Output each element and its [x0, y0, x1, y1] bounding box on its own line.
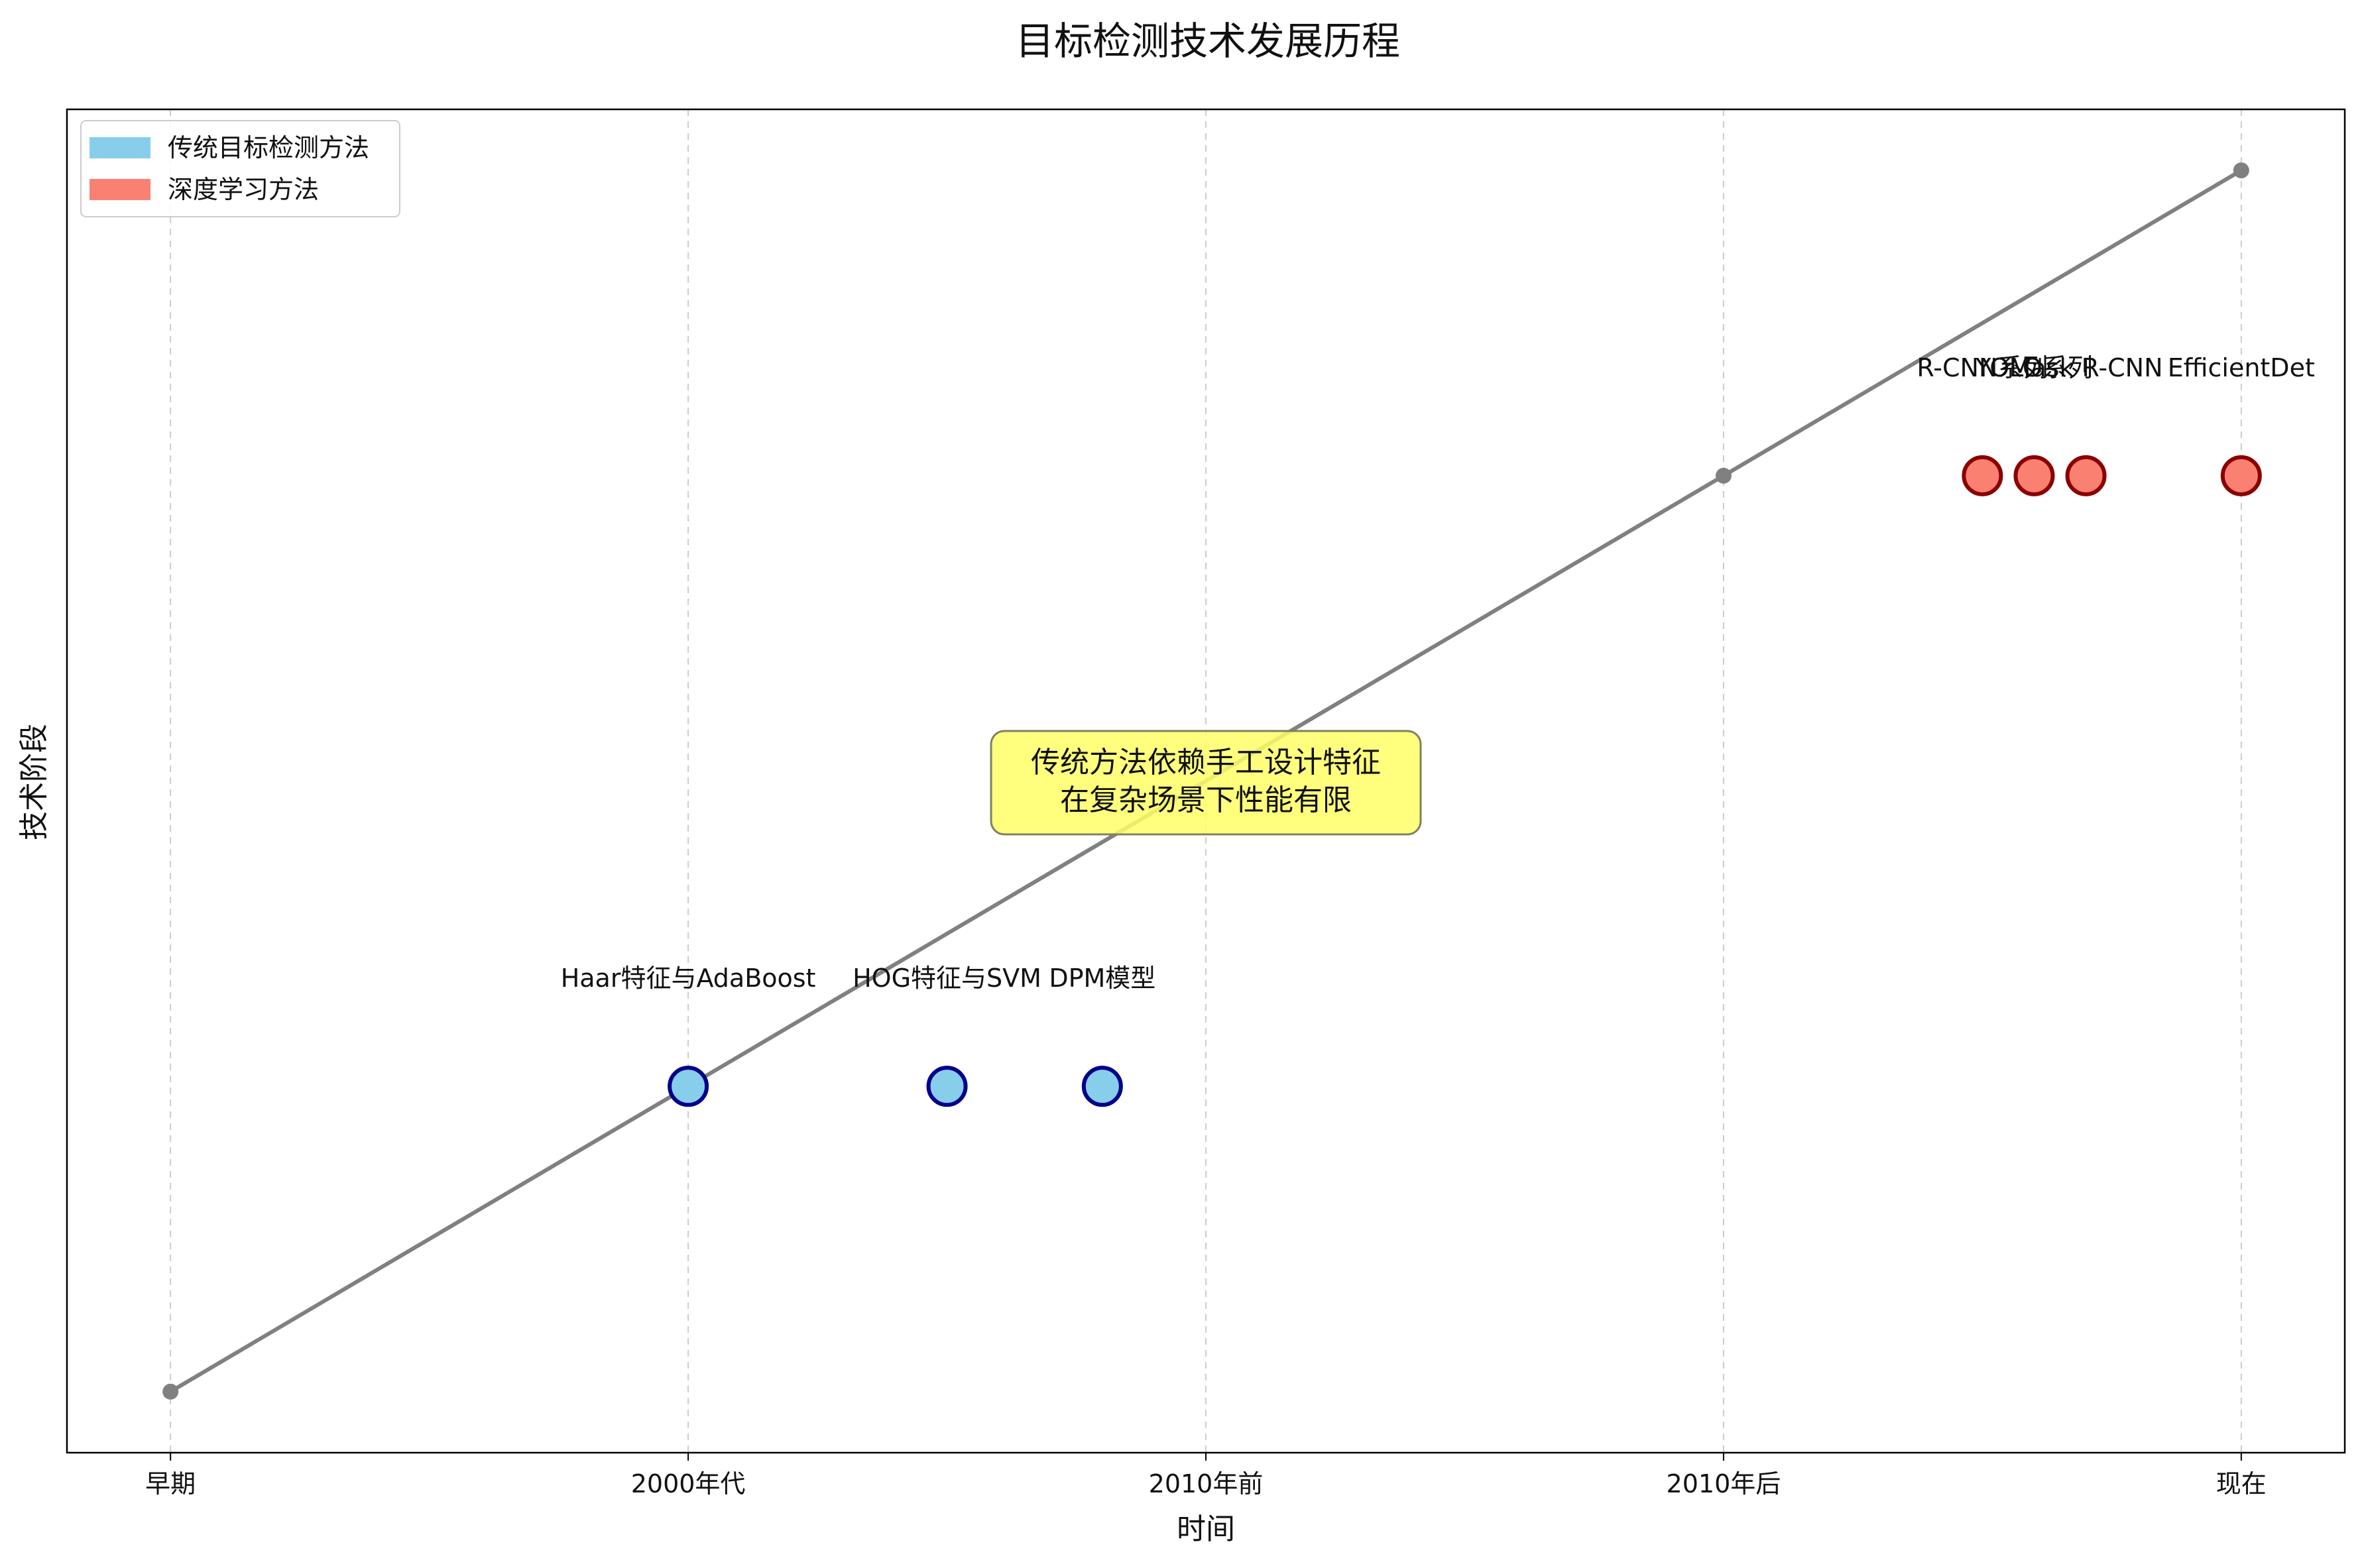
event-point: [2220, 455, 2262, 496]
data-points: [668, 455, 2262, 1107]
legend: 传统目标检测方法 深度学习方法: [80, 120, 400, 217]
event-label: DPM模型: [1049, 964, 1155, 993]
annotation-line-2: 在复杂场景下性能有限: [1060, 783, 1352, 817]
legend-label-deep-learning: 深度学习方法: [168, 175, 319, 204]
x-tick-label: 2010年后: [1667, 1469, 1781, 1498]
annotation-background: [990, 730, 1422, 836]
x-tick-label: 早期: [145, 1469, 196, 1498]
event-label: Haar特征与AdaBoost: [561, 964, 816, 993]
event-label: R-CNN系列: [1917, 353, 2048, 382]
annotation-box: 传统方法依赖手工设计特征 在复杂场景下性能有限: [990, 730, 1422, 836]
trend-point: [162, 1383, 179, 1400]
annotation-line-1: 传统方法依赖手工设计特征: [1031, 746, 1381, 779]
event-point: [2065, 455, 2107, 496]
x-tick-label: 2000年代: [631, 1469, 746, 1498]
y-axis-label: 技术阶段: [17, 724, 51, 840]
legend-swatch-traditional: [89, 137, 150, 158]
event-point: [1962, 455, 2003, 496]
event-label: Mask R-CNN: [2009, 353, 2163, 382]
x-tick-label: 2010年前: [1149, 1469, 1264, 1498]
legend-label-traditional: 传统目标检测方法: [168, 133, 369, 162]
legend-frame: [80, 120, 400, 217]
trend-point: [2233, 162, 2249, 179]
event-point: [2013, 455, 2055, 496]
chart-title: 目标检测技术发展历程: [1016, 19, 1400, 64]
event-point: [1081, 1066, 1123, 1107]
x-tick-label: 现在: [2216, 1469, 2267, 1498]
event-label: HOG特征与SVM: [853, 964, 1041, 993]
point-labels: Haar特征与AdaBoost HOG特征与SVM DPM模型 R-CNN系列YOLO…: [561, 353, 2315, 993]
event-point: [668, 1066, 709, 1107]
x-axis-ticks: 早期 2000年代 2010年前 2010年后 现在: [145, 1453, 2267, 1498]
event-label: YOLO系列: [1975, 353, 2093, 382]
trend-point: [1715, 467, 1732, 484]
x-axis-label: 时间: [1177, 1512, 1235, 1546]
event-point: [926, 1066, 968, 1107]
event-label: EfficientDet: [2168, 353, 2315, 382]
legend-swatch-deep-learning: [89, 179, 150, 200]
